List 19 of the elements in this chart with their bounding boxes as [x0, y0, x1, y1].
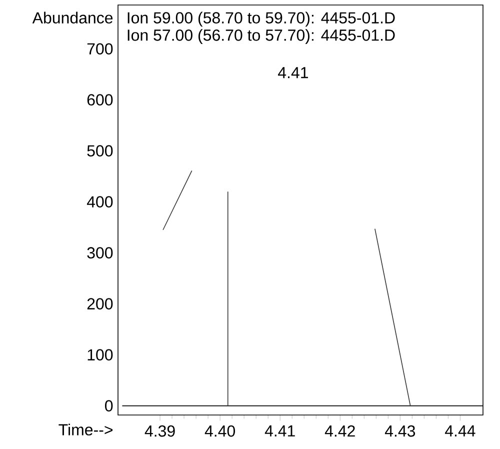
y-axis-title: Abundance	[32, 12, 113, 24]
text: Ion 57.00 (56.70 to 57.70): 4455-01.D	[128, 29, 395, 44]
y-tick-label: 300	[87, 247, 113, 258]
y-tick-label: 600	[87, 94, 113, 106]
x-tick-label: 4.43	[384, 425, 416, 437]
y-tick-label: 0	[105, 400, 113, 412]
y-tick-label: 400	[86, 196, 113, 208]
y-tick-label: 500	[87, 145, 113, 156]
chart-title: Ion 59.00 (58.70 to 59.70): 4455-01.D	[128, 12, 395, 27]
y-tick-label: 700	[87, 43, 113, 55]
x-tick-label: 4.39	[144, 425, 175, 437]
x-tick-label: 4.42	[324, 425, 355, 437]
annotation: 4.41	[278, 67, 308, 78]
y-tick-label: 200	[87, 298, 113, 310]
x-axis-title: Time-->	[58, 424, 112, 436]
x-tick-label: 4.40	[204, 425, 236, 437]
y-tick-label: 100	[88, 349, 113, 360]
x-tick-label: 4.44	[444, 425, 476, 436]
x-tick-label: 4.41	[264, 425, 295, 436]
